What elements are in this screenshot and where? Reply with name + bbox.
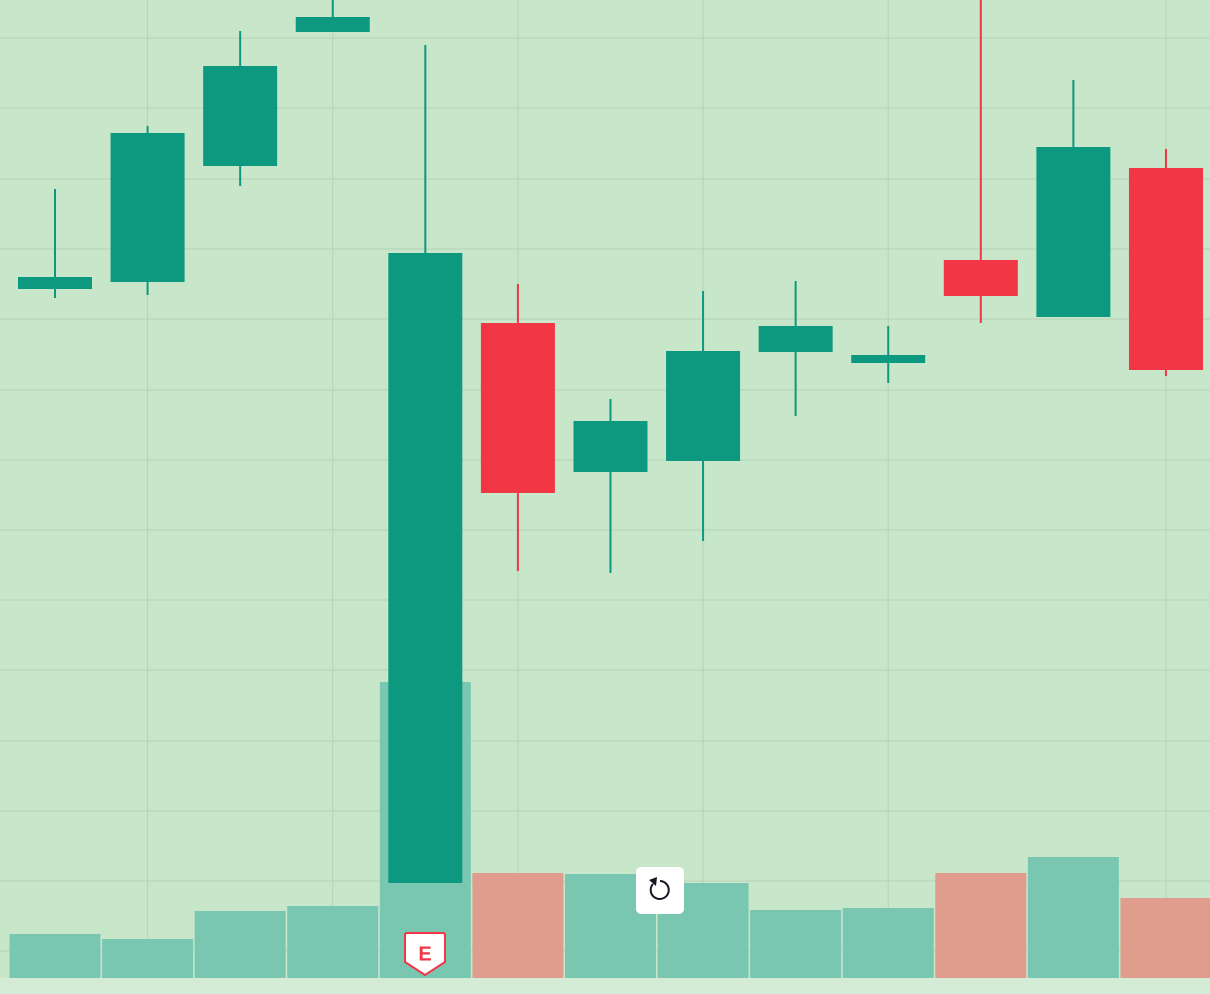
- volume-bar: [750, 910, 842, 978]
- volume-bar: [842, 908, 934, 978]
- candle-body: [388, 253, 463, 883]
- candle-body: [1036, 147, 1111, 317]
- candle-body: [18, 277, 92, 289]
- volume-bar: [194, 911, 286, 978]
- reset-icon-arrow: [649, 877, 657, 886]
- time-axis-strip: [0, 978, 1210, 994]
- candle-body: [480, 323, 555, 493]
- volume-bar: [1027, 857, 1119, 978]
- candle-body: [1128, 168, 1203, 370]
- volume-bar: [9, 934, 101, 978]
- reset-icon: [649, 880, 670, 900]
- volume-bar: [102, 939, 194, 978]
- volume-bar: [287, 906, 379, 978]
- candle-body: [851, 355, 926, 363]
- candle-body: [110, 133, 185, 282]
- candle-body: [295, 17, 370, 32]
- reset-button-bg: [636, 867, 684, 914]
- candles: [18, 0, 1203, 883]
- earnings-badge[interactable]: E: [404, 932, 446, 977]
- candle-body: [666, 351, 741, 461]
- earnings-badge-shape: [404, 932, 446, 977]
- candle-body: [943, 260, 1018, 296]
- candle-body: [573, 421, 648, 472]
- earnings-label: E: [418, 943, 431, 965]
- volume-bar: [472, 873, 564, 978]
- volume-bar: [1120, 898, 1210, 978]
- candle-body: [758, 326, 833, 352]
- reset-button[interactable]: [636, 867, 684, 914]
- candle-body: [203, 66, 278, 166]
- volume-bar: [935, 873, 1027, 978]
